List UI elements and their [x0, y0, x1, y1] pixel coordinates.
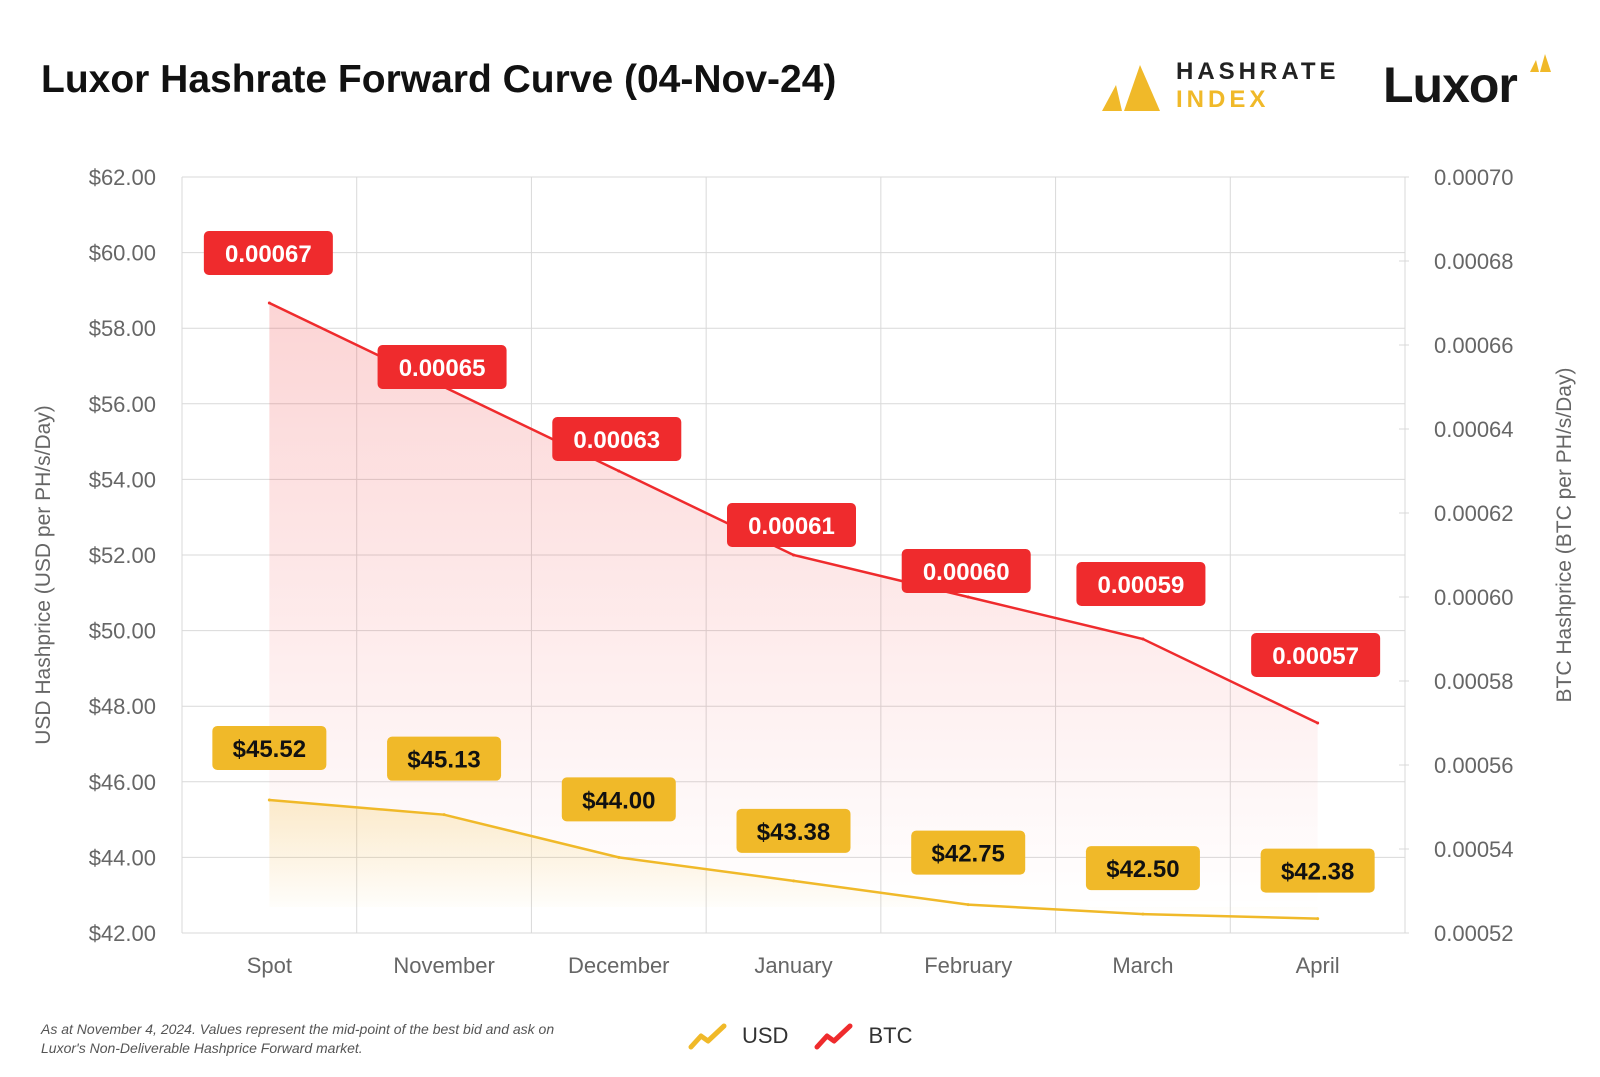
usd-point [966, 903, 970, 907]
usd-point [617, 855, 621, 859]
btc-data-label: 0.00060 [923, 559, 1010, 586]
btc-point [966, 595, 970, 599]
btc-point [1316, 721, 1320, 725]
trend-up-icon [814, 1023, 853, 1050]
btc-data-label: 0.00065 [399, 355, 486, 382]
usd-data-label-bg [1085, 846, 1200, 891]
btc-data-label: 0.00063 [573, 427, 660, 454]
usd-data-label: $44.00 [582, 787, 655, 814]
usd-area [269, 799, 1318, 919]
usd-data-label-bg [387, 736, 502, 781]
y-tick-left: $46.00 [89, 770, 156, 795]
luxor-mark-icon [1530, 54, 1551, 72]
usd-data-label-bg [1260, 848, 1375, 893]
btc-data-label-bg [727, 503, 856, 547]
usd-point [1141, 912, 1145, 916]
y-axis-title-right: BTC Hashprice (BTC per PH/s/Day) [1553, 368, 1576, 703]
usd-point [792, 879, 795, 883]
y-tick-right: 0.00060 [1434, 585, 1514, 610]
usd-point [442, 813, 446, 817]
usd-data-label: $45.13 [407, 747, 480, 774]
x-tick-label: March [1112, 953, 1173, 978]
luxor-logo: Luxor [1383, 57, 1518, 113]
btc-data-label-bg [203, 231, 333, 275]
btc-area [269, 303, 1318, 907]
usd-data-label-bg [212, 725, 327, 770]
y-tick-right: 0.00066 [1434, 333, 1514, 358]
y-tick-left: $62.00 [89, 165, 156, 190]
hashrate-index-line1: HASHRATE [1176, 58, 1340, 85]
y-tick-left: $44.00 [89, 845, 156, 870]
y-tick-left: $50.00 [89, 619, 156, 644]
btc-point [792, 553, 795, 557]
btc-data-label: 0.00059 [1098, 572, 1185, 599]
btc-data-label: 0.00067 [225, 241, 312, 268]
y-tick-left: $48.00 [89, 694, 156, 719]
y-tick-left: $54.00 [89, 467, 156, 492]
y-tick-left: $52.00 [89, 543, 156, 568]
usd-data-label-bg [911, 830, 1026, 875]
usd-data-label: $42.50 [1106, 856, 1179, 883]
legend-label-usd: USD [742, 1023, 789, 1048]
btc-point [617, 469, 621, 473]
x-tick-label: January [754, 953, 832, 978]
usd-data-label-bg [561, 777, 676, 822]
btc-data-label-bg [377, 345, 507, 389]
footnote: As at November 4, 2024. Values represent… [41, 1021, 555, 1056]
legend-item-btc: BTC [814, 1022, 912, 1050]
legend-item-usd: USD [688, 1022, 788, 1050]
usd-point [1316, 917, 1320, 921]
y-tick-right: 0.00054 [1434, 837, 1514, 862]
y-tick-left: $60.00 [89, 241, 156, 266]
usd-data-label-bg [736, 808, 851, 853]
hashrate-index-logo-icon [1102, 65, 1160, 111]
btc-data-label: 0.00061 [748, 513, 835, 540]
x-tick-label: April [1296, 953, 1340, 978]
btc-point [1141, 637, 1145, 641]
btc-data-label-bg [552, 417, 682, 461]
y-tick-left: $42.00 [89, 921, 156, 946]
y-tick-left: $58.00 [89, 316, 156, 341]
usd-data-label: $43.38 [757, 819, 830, 846]
y-tick-right: 0.00062 [1434, 501, 1514, 526]
x-tick-label: November [393, 953, 494, 978]
x-tick-label: December [568, 953, 669, 978]
x-tick-label: February [924, 953, 1012, 978]
y-tick-right: 0.00064 [1434, 417, 1514, 442]
y-tick-right: 0.00052 [1434, 921, 1514, 946]
legend-label-btc: BTC [868, 1023, 913, 1048]
chart-title: Luxor Hashrate Forward Curve (04-Nov-24) [41, 58, 837, 101]
y-tick-right: 0.00058 [1434, 669, 1514, 694]
btc-point [267, 301, 271, 305]
btc-data-label-bg [901, 549, 1031, 593]
y-tick-right: 0.00056 [1434, 753, 1514, 778]
hashrate-index-wordmark: HASHRATE INDEX [1176, 58, 1340, 114]
trend-up-icon [688, 1023, 727, 1050]
btc-data-label: 0.00057 [1272, 643, 1359, 670]
y-tick-right: 0.00070 [1434, 165, 1514, 190]
legend: USD BTC [688, 1022, 938, 1050]
x-tick-label: Spot [247, 953, 292, 978]
hashrate-index-line2: INDEX [1176, 86, 1270, 113]
usd-data-label: $42.75 [932, 841, 1005, 868]
y-tick-left: $56.00 [89, 392, 156, 417]
btc-data-label-bg [1251, 633, 1381, 677]
y-axis-title-left: USD Hashprice (USD per PH/s/Day) [32, 405, 55, 745]
btc-data-label-bg [1076, 562, 1206, 606]
usd-point [267, 798, 271, 802]
usd-data-label: $45.52 [233, 736, 306, 763]
y-tick-right: 0.00068 [1434, 249, 1514, 274]
usd-data-label: $42.38 [1281, 859, 1354, 886]
